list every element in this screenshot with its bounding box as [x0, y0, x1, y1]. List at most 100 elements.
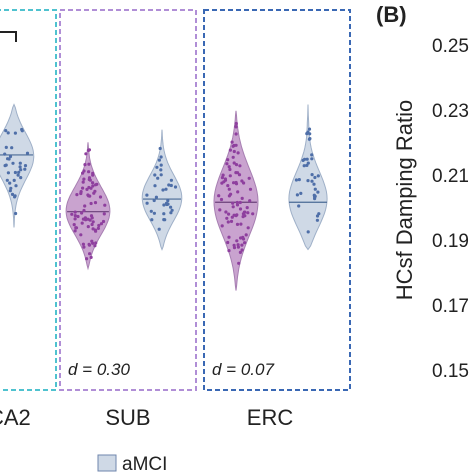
data-point [91, 220, 95, 224]
data-point [241, 237, 246, 241]
data-point [317, 212, 321, 216]
data-point [88, 178, 92, 182]
data-point [316, 174, 320, 178]
data-point [13, 194, 17, 198]
data-point [91, 173, 95, 177]
data-point [5, 178, 9, 182]
data-point [234, 180, 238, 185]
data-point [237, 261, 241, 265]
data-point [18, 161, 22, 165]
data-point [157, 158, 161, 162]
data-point [169, 205, 173, 209]
data-point [73, 210, 77, 214]
data-point [92, 191, 96, 195]
data-point [225, 162, 229, 166]
data-point [6, 171, 10, 175]
data-point [237, 173, 242, 177]
data-point [75, 193, 79, 197]
data-point [222, 180, 226, 184]
data-point [231, 144, 235, 148]
data-point [4, 163, 8, 167]
data-point [301, 158, 305, 162]
data-point [8, 154, 13, 159]
data-point [3, 152, 7, 156]
data-point [225, 216, 229, 220]
data-point [149, 209, 153, 213]
data-point [79, 233, 83, 237]
data-point [240, 248, 244, 252]
data-point [238, 250, 242, 254]
data-point [76, 214, 80, 219]
data-point [232, 213, 236, 217]
data-point [158, 146, 162, 151]
data-point [315, 218, 319, 222]
data-point [90, 239, 94, 243]
data-point [161, 188, 165, 192]
data-point [89, 255, 93, 259]
data-point [72, 223, 76, 227]
data-point [231, 201, 235, 205]
data-point [305, 157, 309, 161]
data-point [238, 207, 243, 211]
data-point [231, 205, 235, 209]
data-point [228, 167, 232, 172]
data-point [236, 245, 240, 249]
data-point [220, 176, 224, 180]
data-point [167, 183, 171, 187]
data-point [23, 164, 28, 168]
data-point [86, 193, 90, 197]
data-point [310, 173, 314, 177]
data-point [87, 162, 91, 166]
data-point [316, 190, 320, 194]
data-point [81, 180, 85, 184]
sub-effect-size: d = 0.30 [68, 360, 130, 379]
data-point [299, 191, 303, 195]
data-point [153, 173, 157, 177]
data-point [14, 184, 18, 188]
data-point [73, 217, 77, 221]
data-point [234, 125, 238, 129]
data-point [219, 197, 224, 202]
data-point [243, 241, 247, 245]
data-point [94, 241, 98, 245]
data-point [170, 208, 174, 212]
panel-b-label: (B) [376, 2, 407, 27]
data-point [14, 211, 18, 216]
data-point [83, 163, 87, 167]
data-point [82, 177, 86, 181]
data-point [234, 163, 239, 167]
data-point [11, 161, 15, 165]
data-point [169, 211, 173, 215]
data-point [240, 243, 244, 247]
data-point [236, 190, 240, 194]
data-point [234, 121, 238, 126]
data-point [7, 157, 11, 161]
data-point [305, 163, 309, 167]
data-point [305, 132, 309, 136]
data-point [241, 215, 245, 219]
data-point [247, 176, 251, 180]
data-point [245, 206, 249, 210]
data-point [166, 199, 170, 203]
data-point [19, 168, 23, 172]
data-point [227, 212, 231, 216]
data-point [302, 164, 306, 168]
violin-erc-series2 [288, 104, 328, 251]
data-point [164, 187, 168, 191]
data-point [18, 165, 22, 169]
data-point [162, 203, 166, 207]
group-label-erc: ERC [247, 405, 294, 430]
violin-erc-series1 [213, 110, 259, 291]
data-point [85, 257, 89, 261]
data-point [86, 217, 90, 221]
data-point [312, 182, 316, 186]
data-point [306, 161, 310, 165]
data-point [232, 161, 236, 165]
data-point [308, 137, 312, 141]
data-point [13, 131, 17, 135]
data-point [8, 181, 12, 185]
data-point [159, 163, 163, 167]
data-point [238, 164, 242, 168]
data-point [25, 151, 30, 155]
